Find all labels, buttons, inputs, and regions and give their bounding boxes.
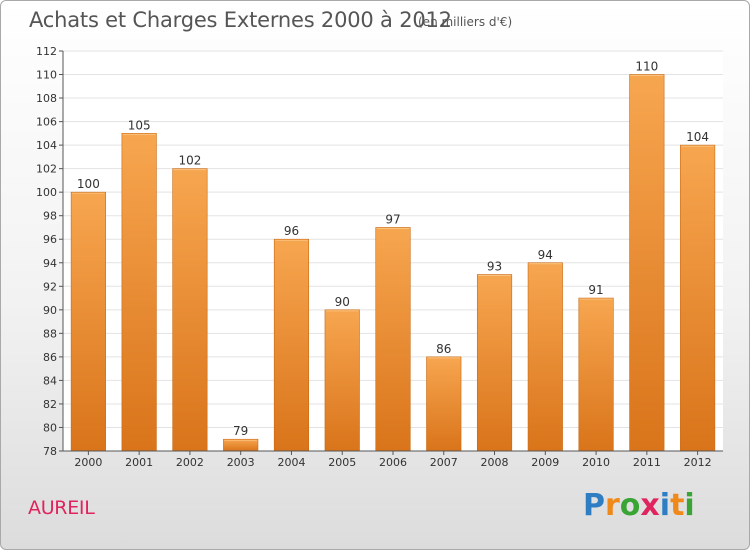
x-tick-label: 2012 — [684, 456, 712, 469]
x-tick-label: 2005 — [328, 456, 356, 469]
y-tick-label: 110 — [36, 69, 57, 82]
y-tick-label: 96 — [43, 233, 57, 246]
logo-letter: r — [605, 488, 620, 523]
y-tick-label: 108 — [36, 92, 57, 105]
bar-2002 — [172, 168, 208, 452]
y-tick-label: 100 — [36, 186, 57, 199]
labels: 78 80 82 84 86 88 90 92 94 96 98 100 102 104 106 108 110… — [36, 45, 712, 469]
chart-subtitle: (en milliers d'€) — [418, 15, 513, 29]
data-label: 79 — [233, 424, 248, 438]
chart-title: Achats et Charges Externes 2000 à 2012 — [29, 8, 452, 32]
data-label: 105 — [128, 118, 151, 132]
logo-letter: o — [619, 488, 641, 523]
x-tick-label: 2000 — [74, 456, 102, 469]
proxiti-logo: Proxiti — [583, 488, 695, 523]
y-tick-label: 102 — [36, 163, 57, 176]
bars — [70, 74, 716, 452]
x-tick-label: 2008 — [481, 456, 509, 469]
y-tick-label: 86 — [43, 351, 57, 364]
bar-2003 — [223, 438, 259, 452]
y-tick-label: 106 — [36, 116, 57, 129]
y-tick-label: 82 — [43, 398, 57, 411]
data-label: 91 — [588, 283, 603, 297]
logo-letter: P — [583, 488, 605, 523]
data-label: 104 — [686, 130, 709, 144]
bar-2005 — [324, 309, 360, 452]
bar-2006 — [375, 227, 411, 452]
data-label: 110 — [635, 60, 658, 74]
logo-letter: x — [640, 488, 660, 523]
y-tick-label: 90 — [43, 304, 57, 317]
axes — [59, 50, 723, 455]
x-tick-label: 2004 — [277, 456, 305, 469]
y-tick-label: 88 — [43, 327, 57, 340]
bar-2000 — [70, 191, 106, 452]
bar-2001 — [121, 133, 157, 452]
data-label: 97 — [385, 212, 400, 226]
bar-2012 — [680, 144, 716, 452]
y-tick-label: 104 — [36, 139, 57, 152]
y-tick-label: 84 — [43, 374, 57, 387]
data-label: 102 — [178, 154, 201, 168]
y-tick-label: 92 — [43, 280, 57, 293]
data-label: 93 — [487, 260, 502, 274]
x-tick-label: 2007 — [430, 456, 458, 469]
x-tick-label: 2009 — [531, 456, 559, 469]
x-tick-label: 2001 — [125, 456, 153, 469]
y-tick-label: 94 — [43, 257, 57, 270]
bar-2009 — [527, 262, 563, 452]
x-tick-label: 2002 — [176, 456, 204, 469]
y-tick-label: 98 — [43, 210, 57, 223]
bar-2004 — [273, 238, 310, 452]
y-tick-label: 112 — [36, 45, 57, 58]
bar-2010 — [578, 297, 614, 452]
logo-letter: i — [659, 488, 671, 523]
y-tick-label: 78 — [43, 445, 57, 458]
data-label: 96 — [284, 224, 299, 238]
data-label: 94 — [538, 248, 553, 262]
x-tick-label: 2006 — [379, 456, 407, 469]
bar-2011 — [629, 74, 665, 452]
bar-2008 — [476, 274, 513, 452]
x-tick-label: 2010 — [582, 456, 610, 469]
data-label: 90 — [335, 295, 350, 309]
x-tick-label: 2003 — [227, 456, 255, 469]
logo-letter: i — [684, 488, 695, 523]
commune-name: AUREIL — [28, 497, 95, 519]
data-label: 100 — [77, 177, 100, 191]
data-label: 86 — [436, 342, 451, 356]
x-tick-label: 2011 — [633, 456, 661, 469]
bar-2007 — [426, 356, 462, 452]
logo-letter: t — [670, 488, 685, 523]
y-tick-label: 80 — [43, 421, 57, 434]
